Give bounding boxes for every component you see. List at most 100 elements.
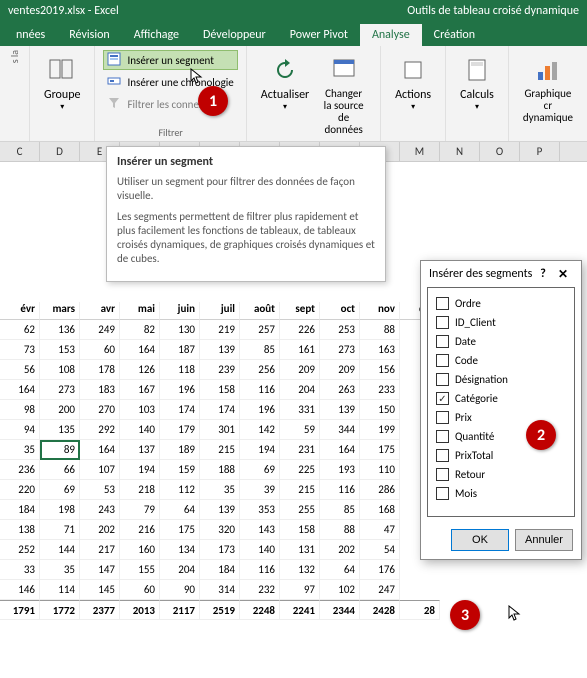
column-header[interactable]: P — [520, 142, 560, 161]
total-cell[interactable]: 1791 — [0, 600, 40, 620]
field-checkbox-item[interactable]: Catégorie — [434, 389, 568, 408]
column-header[interactable]: C — [0, 142, 40, 161]
total-cell[interactable]: 2519 — [200, 600, 240, 620]
checkbox-icon[interactable] — [436, 430, 449, 443]
ok-button[interactable]: OK — [451, 529, 509, 551]
checkbox-icon[interactable] — [436, 297, 449, 310]
cell[interactable]: 196 — [240, 400, 280, 420]
cell[interactable]: 164 — [80, 440, 120, 460]
column-header[interactable]: D — [40, 142, 80, 161]
dialog-help-button[interactable]: ? — [533, 267, 553, 281]
cell[interactable]: 286 — [360, 480, 400, 500]
cell[interactable]: 175 — [360, 440, 400, 460]
cell[interactable]: 116 — [320, 480, 360, 500]
cell[interactable]: 103 — [120, 400, 160, 420]
cell[interactable]: 56 — [0, 360, 40, 380]
cell[interactable]: 183 — [80, 380, 120, 400]
total-cell[interactable]: 2241 — [280, 600, 320, 620]
cell[interactable]: 178 — [80, 360, 120, 380]
cell[interactable]: 163 — [360, 340, 400, 360]
total-cell[interactable]: 2248 — [240, 600, 280, 620]
cell[interactable]: 198 — [40, 500, 80, 520]
cell[interactable]: 116 — [240, 560, 280, 580]
cell[interactable]: 147 — [80, 560, 120, 580]
cell[interactable]: 126 — [120, 360, 160, 380]
cell[interactable]: 189 — [160, 440, 200, 460]
cell[interactable]: 257 — [240, 320, 280, 340]
cell[interactable]: 252 — [0, 540, 40, 560]
cell[interactable]: 89 — [40, 440, 80, 460]
cell[interactable]: 249 — [80, 320, 120, 340]
cell[interactable]: 167 — [120, 380, 160, 400]
cell[interactable]: 138 — [0, 520, 40, 540]
cell[interactable]: 64 — [160, 500, 200, 520]
cell[interactable]: 194 — [240, 440, 280, 460]
cell[interactable]: 90 — [160, 580, 200, 600]
cell[interactable]: 85 — [240, 340, 280, 360]
cell[interactable]: 273 — [40, 380, 80, 400]
cell[interactable]: 35 — [200, 480, 240, 500]
cell[interactable]: 88 — [320, 520, 360, 540]
cell[interactable]: 161 — [280, 340, 320, 360]
cell[interactable]: 156 — [360, 360, 400, 380]
cell[interactable]: 132 — [280, 560, 320, 580]
total-cell[interactable]: 2428 — [360, 600, 400, 620]
cell[interactable]: 98 — [0, 400, 40, 420]
cell[interactable]: 239 — [200, 360, 240, 380]
field-checkbox-item[interactable]: ID_Client — [434, 313, 568, 332]
cell[interactable]: 209 — [320, 360, 360, 380]
cell[interactable]: 137 — [120, 440, 160, 460]
cell[interactable]: 263 — [320, 380, 360, 400]
cell[interactable]: 35 — [40, 560, 80, 580]
cell[interactable]: 164 — [120, 340, 160, 360]
cell[interactable]: 59 — [280, 420, 320, 440]
cell[interactable]: 247 — [360, 580, 400, 600]
cell[interactable]: 273 — [320, 340, 360, 360]
cell[interactable]: 164 — [320, 440, 360, 460]
cell[interactable]: 187 — [160, 340, 200, 360]
cell[interactable]: 139 — [320, 400, 360, 420]
total-cell[interactable]: 2117 — [160, 600, 200, 620]
cell[interactable]: 62 — [0, 320, 40, 340]
cell[interactable]: 97 — [280, 580, 320, 600]
cell[interactable]: 85 — [320, 500, 360, 520]
cancel-button[interactable]: Annuler — [515, 529, 573, 551]
cell[interactable]: 35 — [0, 440, 40, 460]
cell[interactable]: 188 — [200, 460, 240, 480]
cell[interactable]: 216 — [120, 520, 160, 540]
cell[interactable]: 176 — [360, 560, 400, 580]
cell[interactable]: 217 — [80, 540, 120, 560]
cell[interactable]: 69 — [240, 460, 280, 480]
column-header[interactable]: N — [440, 142, 480, 161]
checkbox-icon[interactable] — [436, 373, 449, 386]
dialog-close-button[interactable]: ✕ — [553, 267, 573, 282]
cell[interactable]: 219 — [200, 320, 240, 340]
cell[interactable]: 79 — [120, 500, 160, 520]
cell[interactable]: 144 — [40, 540, 80, 560]
total-cell[interactable]: 2013 — [120, 600, 160, 620]
cell[interactable]: 218 — [120, 480, 160, 500]
field-checkbox-item[interactable]: Ordre — [434, 294, 568, 313]
checkbox-icon[interactable] — [436, 392, 449, 405]
checkbox-icon[interactable] — [436, 335, 449, 348]
cell[interactable]: 199 — [360, 420, 400, 440]
cell[interactable]: 233 — [360, 380, 400, 400]
cell[interactable]: 139 — [200, 340, 240, 360]
cell[interactable]: 175 — [160, 520, 200, 540]
cell[interactable]: 226 — [280, 320, 320, 340]
cell[interactable]: 33 — [0, 560, 40, 580]
cell[interactable]: 173 — [200, 540, 240, 560]
cell[interactable]: 66 — [40, 460, 80, 480]
cell[interactable]: 174 — [160, 400, 200, 420]
cell[interactable]: 60 — [120, 580, 160, 600]
cell[interactable]: 135 — [40, 420, 80, 440]
cell[interactable]: 69 — [40, 480, 80, 500]
calculs-button[interactable]: Calculs ▾ — [454, 50, 500, 116]
cell[interactable]: 140 — [120, 420, 160, 440]
cell[interactable]: 88 — [360, 320, 400, 340]
total-cell[interactable]: 28 — [400, 600, 440, 620]
cell[interactable]: 209 — [280, 360, 320, 380]
cell[interactable]: 292 — [80, 420, 120, 440]
cell[interactable]: 71 — [40, 520, 80, 540]
cell[interactable]: 204 — [160, 560, 200, 580]
